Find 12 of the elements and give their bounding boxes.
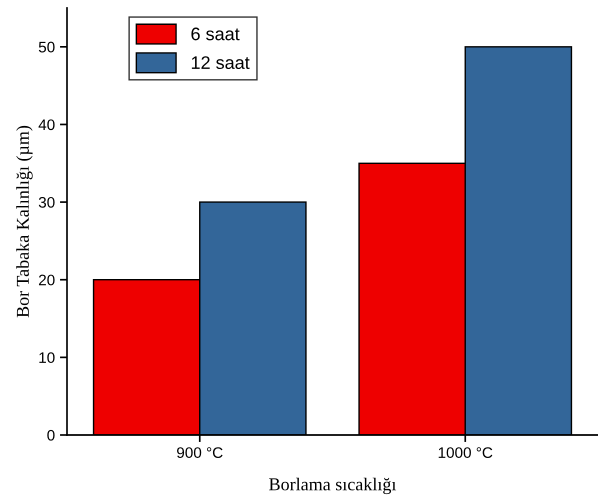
y-axis-title: Bor Tabaka Kalınlığı (µm) [16,126,33,318]
x-tick-label: 900 °C [177,447,223,458]
y-tick-label: 10 [39,352,55,364]
y-tick-label: 50 [38,42,55,53]
y-tick-label: 40 [38,119,55,130]
y-tick-label: 20 [38,274,55,286]
legend-label: 6 saat [191,28,240,40]
x-axis-title: Borlama sıcaklığı [269,478,396,494]
x-tick-label: 1000 °C [438,447,492,458]
y-tick-label: 0 [47,430,55,441]
y-tick-label: 30 [38,196,55,208]
legend-label: 12 saat [192,56,250,70]
